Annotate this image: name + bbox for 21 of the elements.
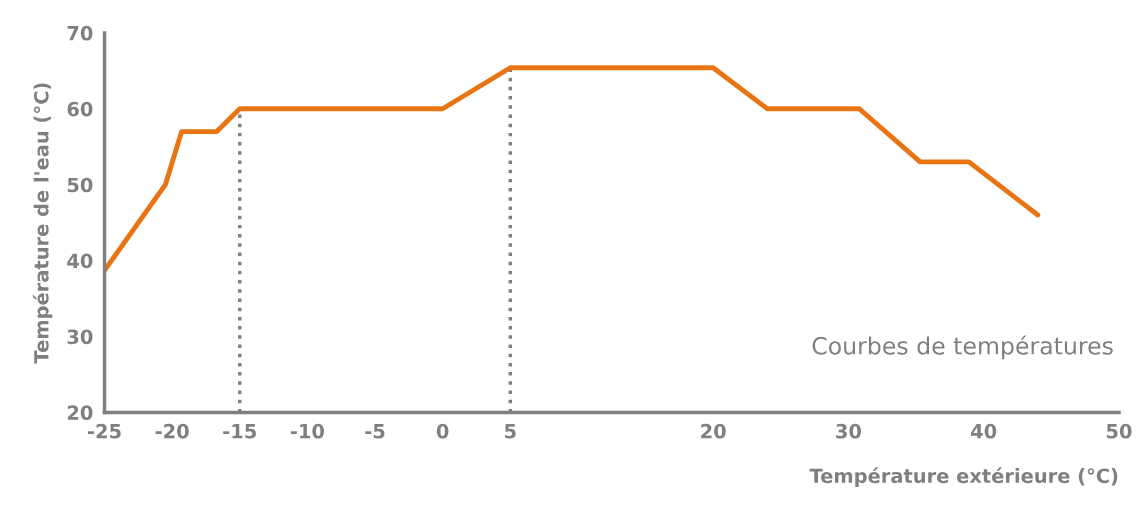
- y-tick-label: 20: [67, 405, 93, 421]
- x-tick-label: -5: [365, 424, 385, 439]
- y-tick-label: 40: [67, 253, 93, 269]
- y-tick-label: 30: [67, 329, 93, 345]
- line-series: [104, 65, 1041, 273]
- y-tick-label: 70: [67, 25, 93, 41]
- y-tick-label: 60: [67, 101, 93, 117]
- x-tick-label: -25: [88, 423, 121, 439]
- annotation: Courbes de températures: [812, 335, 1113, 360]
- x-tick-label: 0: [436, 423, 449, 439]
- y-tick-label: 50: [67, 177, 93, 193]
- x-tick-label: -15: [223, 424, 256, 439]
- x-tick-label: 5: [505, 424, 516, 439]
- x-tick-label: -10: [290, 423, 325, 439]
- x-tick-label: 30: [836, 423, 862, 439]
- y-axis-title: Température de l'eau (°C): [32, 83, 53, 364]
- x-tick-label: 50: [1106, 423, 1132, 439]
- x-axis-title: Température extérieure (°C): [809, 467, 1118, 487]
- x-tick-label: 20: [701, 423, 726, 439]
- x-tick-label: 40: [971, 423, 997, 439]
- x-tick-label: -20: [155, 423, 189, 439]
